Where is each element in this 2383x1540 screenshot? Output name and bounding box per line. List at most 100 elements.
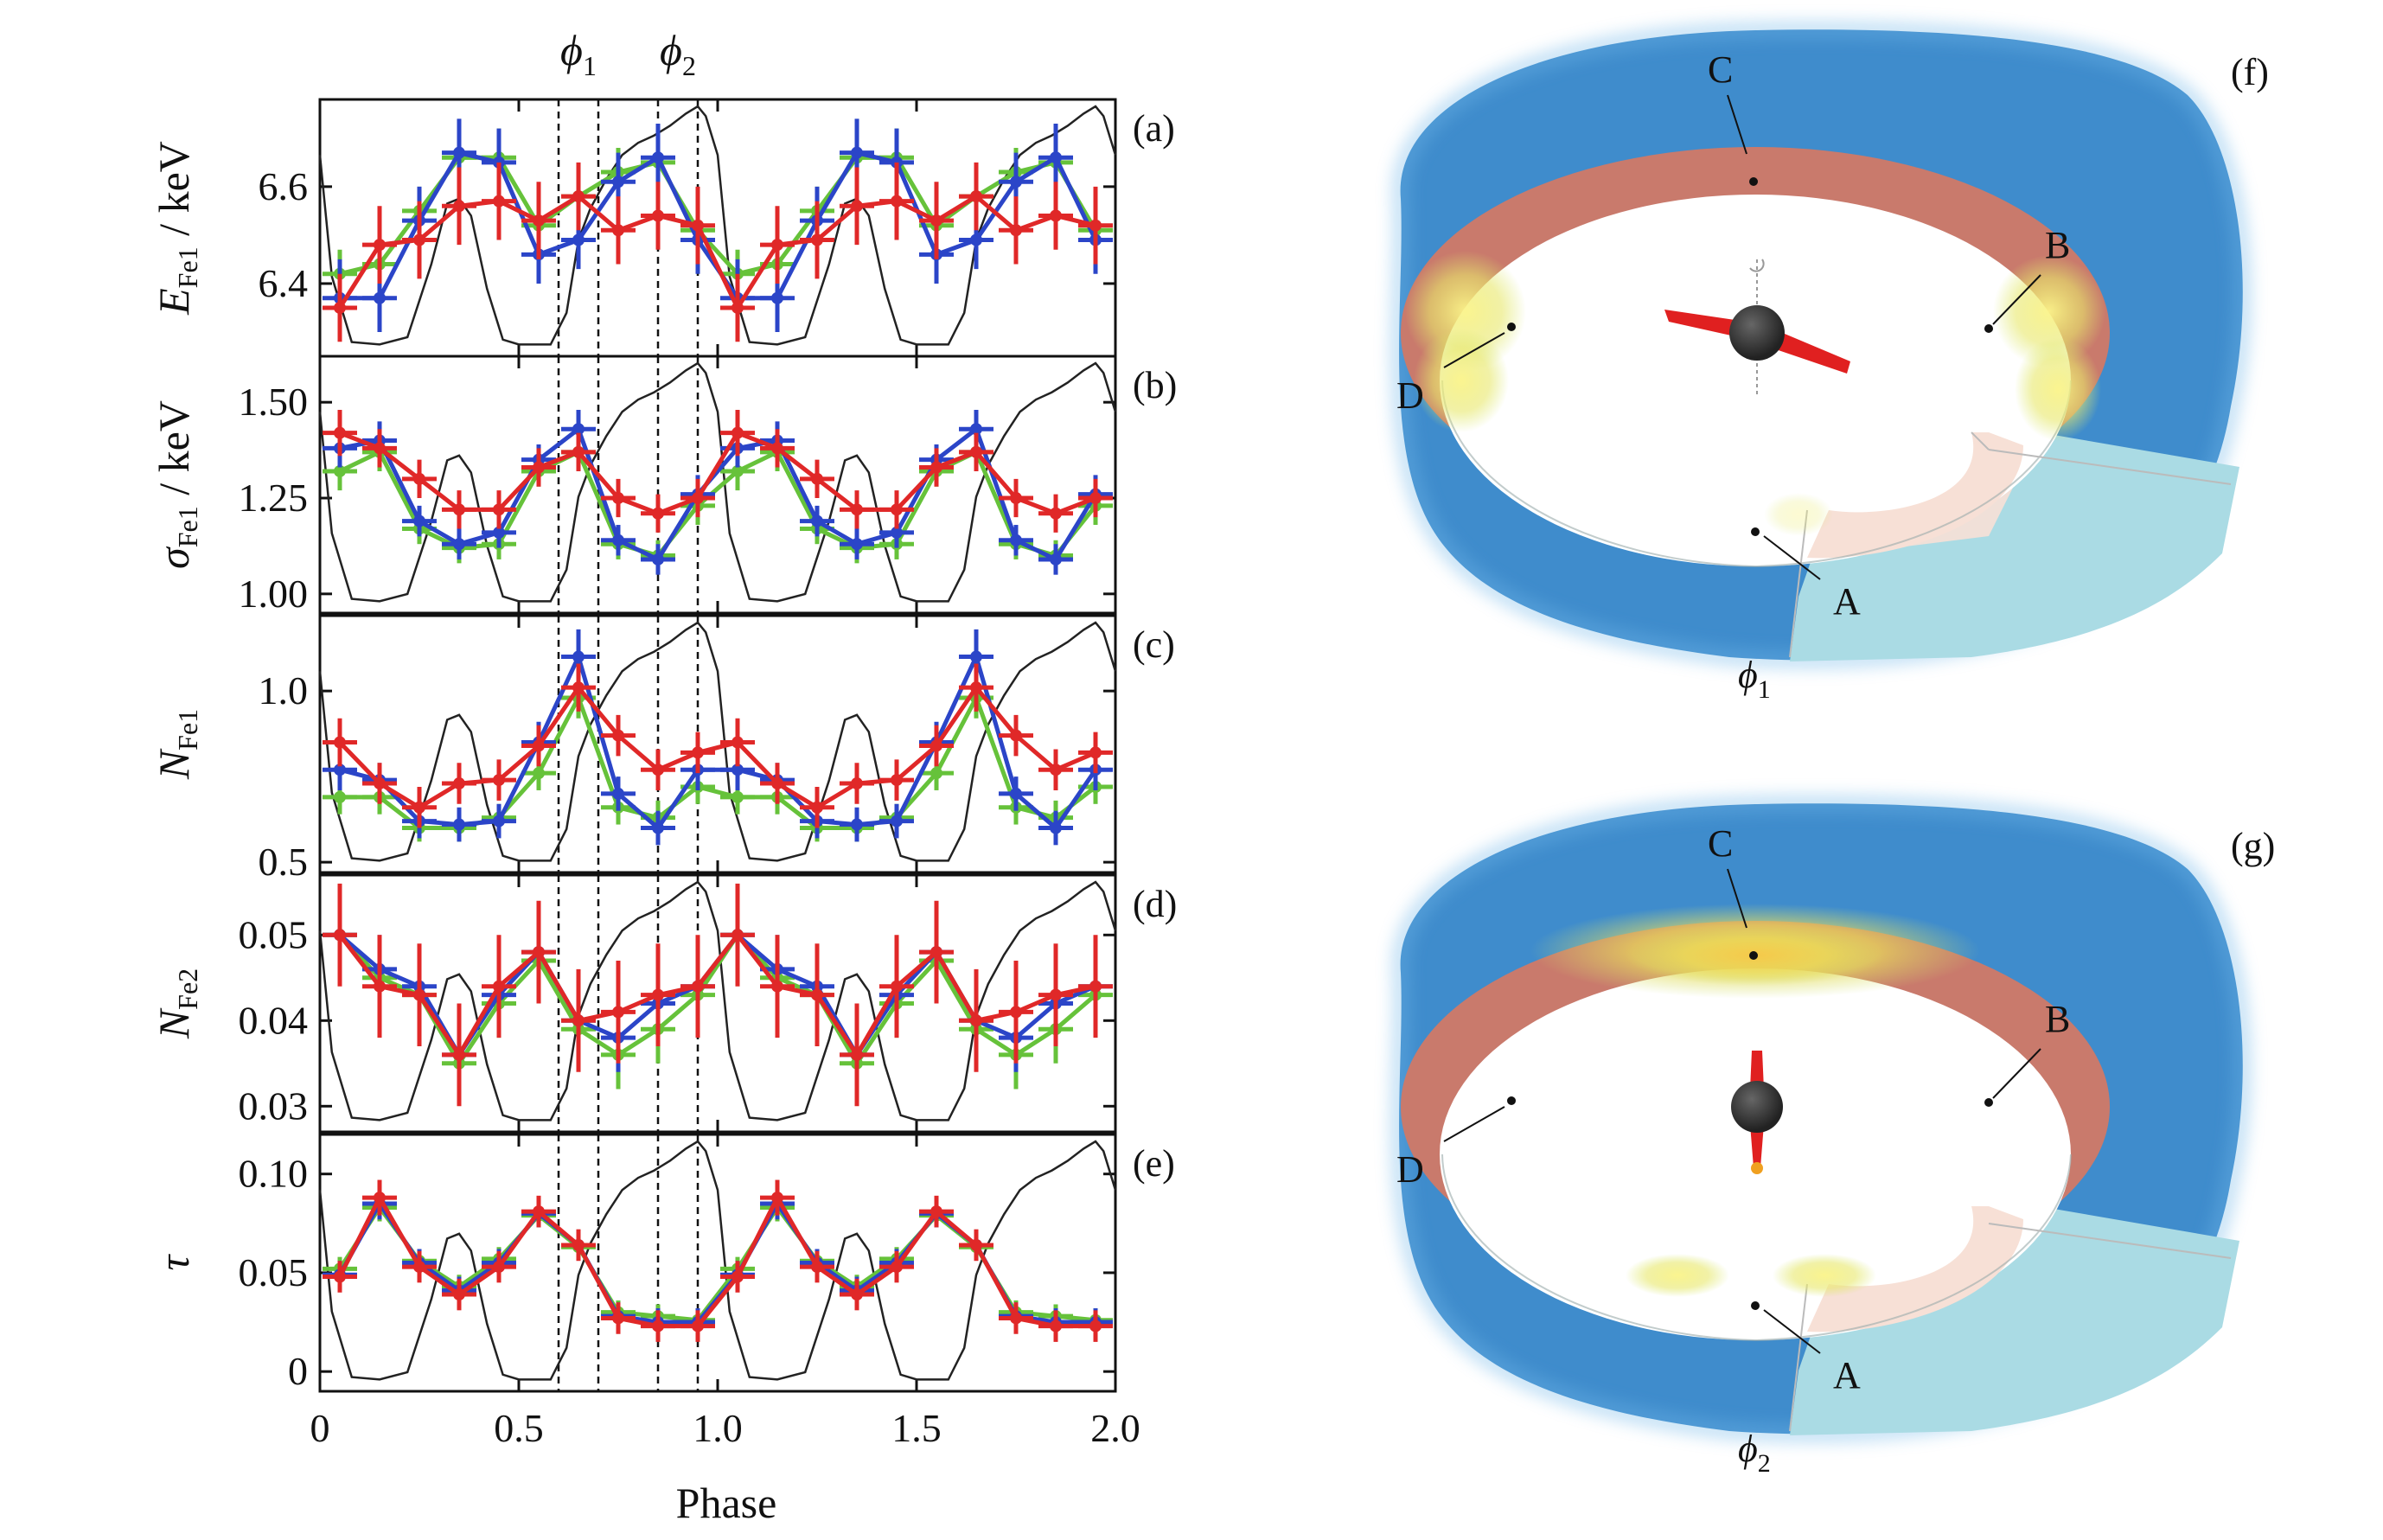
diagram-phase-label-f: ϕ1 [1738, 654, 1771, 704]
data-point [374, 442, 386, 455]
data-point [533, 767, 545, 780]
pulse-profile-line [318, 105, 1117, 346]
data-point [732, 736, 744, 749]
phase-sub-f: 1 [1758, 675, 1771, 704]
data-point [732, 929, 744, 942]
label-a: A [1833, 580, 1861, 623]
y-axis-symbol: τ [150, 1253, 198, 1270]
y-tick-label: 0.05 [239, 1250, 309, 1294]
data-point [453, 777, 465, 790]
y-axis-title: σFe1 / keV [150, 400, 203, 569]
data-point [493, 503, 505, 516]
label-d-leader [1443, 1106, 1505, 1142]
data-point [851, 1288, 863, 1301]
disk-diagram-g: A B C D (g) ϕ2 [1393, 797, 2275, 1478]
panel-d: 0.03 0.04 0.05 NFe2 (d) [150, 873, 1177, 1134]
label-a-leader [1763, 1309, 1821, 1354]
data-point [374, 980, 386, 993]
data-point [891, 774, 903, 787]
hot-spot-right-lower [2015, 337, 2101, 441]
data-point [1089, 980, 1102, 993]
data-point [851, 777, 863, 790]
label-b-leader [1992, 274, 2041, 325]
data-point [453, 146, 465, 159]
y-axis-title: NFe2 [150, 968, 203, 1039]
data-point [374, 1192, 386, 1205]
y-axis-unit: / keV [150, 141, 198, 246]
wall-divider-right2 [1988, 449, 2232, 485]
data-point [493, 195, 505, 208]
data-point [493, 774, 505, 787]
series-2 [323, 883, 1113, 1107]
data-point [692, 746, 704, 759]
y-tick-label: 1.50 [239, 380, 309, 424]
data-point [771, 777, 783, 790]
data-point [334, 736, 346, 749]
data-point [652, 988, 664, 1001]
disk-diagram-f: A B C D (f) ϕ1 [1393, 23, 2269, 704]
data-point [334, 426, 346, 439]
data-point [1050, 507, 1062, 520]
data-point [334, 790, 346, 803]
data-point [811, 514, 823, 527]
wall-divider-left [1789, 1283, 1808, 1432]
x-axis-title: Phase [676, 1479, 777, 1527]
x-tick-label: 2.0 [1090, 1406, 1140, 1450]
series-1 [323, 629, 1113, 846]
data-point [413, 514, 425, 527]
data-point [970, 1238, 982, 1251]
data-point [891, 815, 903, 828]
ring-front-band [1807, 432, 2023, 559]
data-point [1010, 534, 1022, 546]
y-axis-subscript: Fe1 [172, 506, 203, 547]
data-point [453, 538, 465, 551]
point-d-dot [1507, 1096, 1516, 1105]
phase-label-1: ϕ1 [560, 26, 597, 81]
data-point [652, 553, 664, 566]
data-point [1089, 219, 1102, 232]
data-point [811, 801, 823, 814]
plot-frame [318, 98, 1117, 358]
data-point [572, 1238, 585, 1251]
data-point [413, 988, 425, 1001]
label-c: C [1708, 822, 1733, 865]
data-point [652, 209, 664, 222]
phase-label-2: ϕ2 [660, 26, 696, 81]
y-tick-label: 0.04 [239, 998, 309, 1042]
data-point [930, 1205, 942, 1218]
data-point [533, 739, 545, 752]
data-point [970, 445, 982, 458]
series-2 [323, 663, 1113, 828]
data-point [692, 980, 704, 993]
label-b-leader [1992, 1048, 2041, 1099]
data-point [334, 929, 346, 942]
data-point [930, 739, 942, 752]
data-point [1050, 988, 1062, 1001]
diagram-phase-label-g: ϕ2 [1738, 1428, 1771, 1478]
panel-label: (c) [1133, 623, 1175, 666]
data-point [1010, 176, 1022, 189]
data-point [1010, 224, 1022, 237]
data-point [930, 461, 942, 474]
data-point [612, 176, 624, 189]
data-point [612, 787, 624, 800]
jet-tip-icon [1751, 1162, 1763, 1174]
hot-spot-front [1764, 493, 1833, 536]
data-point [572, 423, 585, 436]
data-point [851, 503, 863, 516]
data-point [1050, 1320, 1062, 1332]
data-point [612, 492, 624, 505]
spin-arrow-icon [1749, 259, 1765, 272]
panel-b: 1.00 1.25 1.50 σFe1 / keV (b) [150, 355, 1177, 616]
data-point [334, 764, 346, 776]
series-2 [323, 162, 1113, 342]
data-point [334, 1270, 346, 1283]
label-d: D [1396, 1148, 1424, 1191]
phase-symbol-f: ϕ [1738, 654, 1758, 696]
data-point [652, 507, 664, 520]
y-tick-label: 0.5 [259, 840, 309, 884]
series-line [338, 931, 1096, 1059]
data-point [334, 464, 346, 477]
ring-inner-rim [1440, 195, 2071, 566]
y-tick-label: 0.03 [239, 1083, 309, 1128]
